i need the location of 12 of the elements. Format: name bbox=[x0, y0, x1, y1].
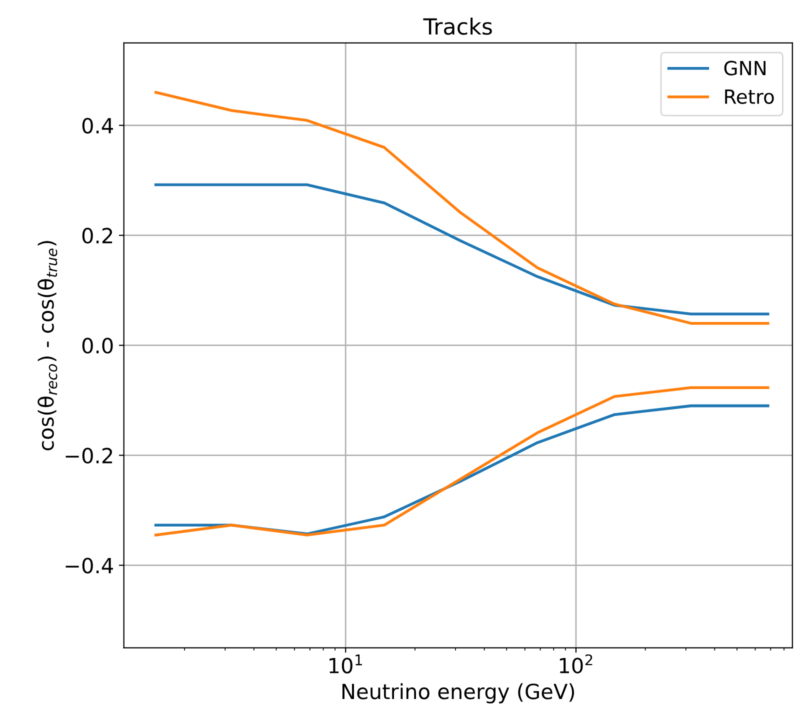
y-tick-label: −0.4 bbox=[66, 558, 113, 574]
legend-label: Retro bbox=[725, 90, 774, 104]
y-tick-label: 0.4 bbox=[82, 118, 113, 134]
x-axis-title: Neutrino energy (GeV) bbox=[342, 683, 574, 704]
x-tick-label: 10$^{1}$ bbox=[330, 654, 362, 674]
legend-label: GNN bbox=[724, 60, 766, 76]
chart-title: Tracks bbox=[423, 18, 492, 35]
y-tick-label: −0.2 bbox=[66, 448, 112, 464]
y-tick-label: 0.2 bbox=[82, 228, 112, 244]
y-tick-label: 0.0 bbox=[82, 338, 113, 354]
x-tick-label: 10$^{2}$ bbox=[560, 654, 592, 674]
y-axis-title: cos(θ$_{reco}$) - cos(θ$_{true}$) bbox=[38, 241, 58, 450]
